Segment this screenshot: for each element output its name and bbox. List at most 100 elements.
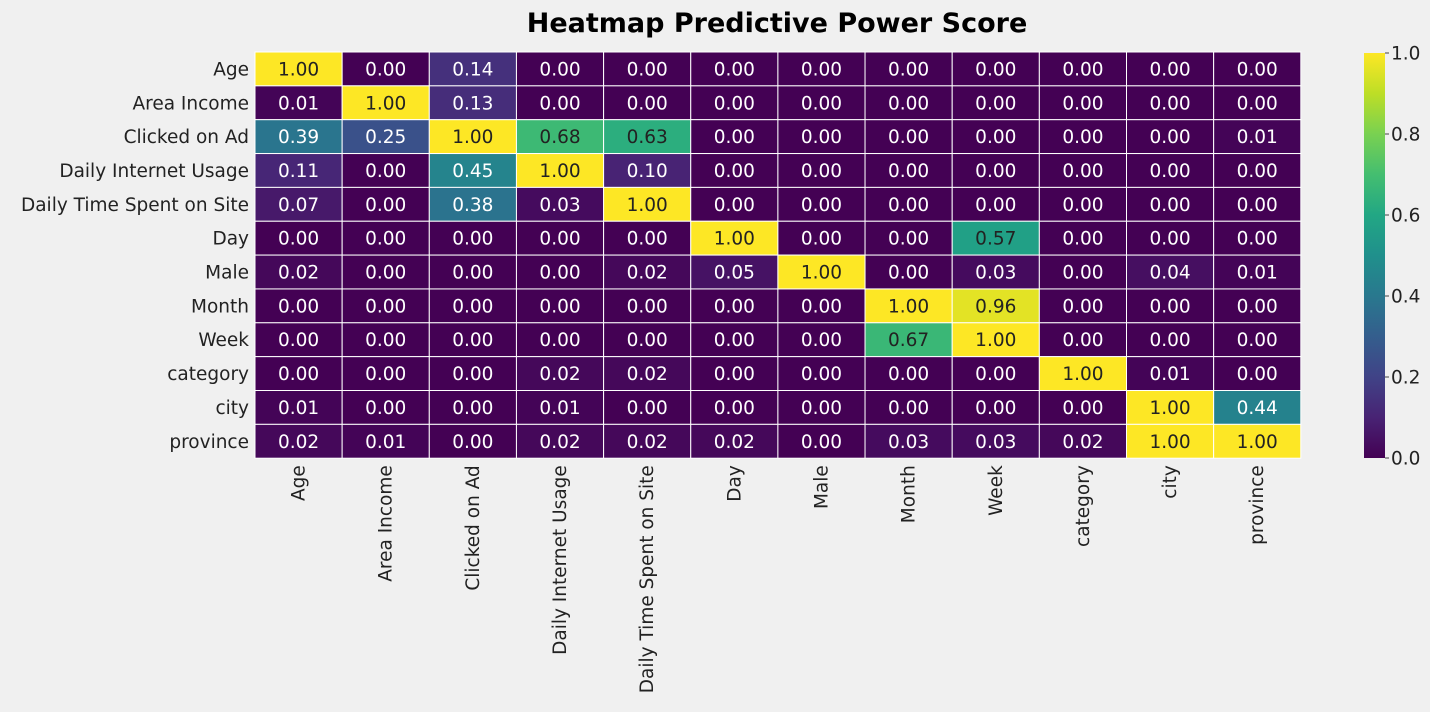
cell-value-label: 0.00: [801, 59, 842, 80]
cell-value-label: 0.00: [627, 229, 668, 250]
row-tick-label: city: [215, 398, 249, 419]
cell-value-label: 0.00: [801, 161, 842, 182]
cell-value-label: 0.02: [714, 432, 755, 453]
colorbar: 0.0 0.2 0.4 0.6 0.8 1.0: [1364, 44, 1420, 470]
heatmap-cell: [515, 254, 605, 290]
cell-value-label: 0.00: [1149, 59, 1190, 80]
heatmap-cell: [603, 85, 692, 121]
row-tick-label: province: [169, 432, 249, 453]
heatmap-cell: [341, 51, 430, 87]
heatmap-cell: [254, 220, 343, 256]
column-tick-label: category: [1073, 465, 1094, 547]
row-tick-label: Daily Internet Usage: [59, 161, 249, 182]
cell-value-label: 0.00: [1237, 296, 1278, 317]
column-labels: Age Area Income Clicked on Ad Daily Interne…: [289, 465, 1269, 693]
cell-value-label: 0.00: [539, 93, 580, 114]
cell-value-label: 0.00: [801, 229, 842, 250]
cell-value-label: 0.00: [888, 161, 929, 182]
cell-value-label: 0.00: [888, 364, 929, 385]
cell-value-label: 0.00: [278, 296, 319, 317]
cell-value-label: 0.00: [452, 229, 493, 250]
heatmap-cell: [515, 390, 605, 425]
cell-value-label: 0.00: [1149, 229, 1190, 250]
heatmap-cell: [864, 322, 953, 358]
row-tick-label: Week: [198, 330, 249, 351]
heatmap-cell: [1038, 220, 1127, 256]
row-tick-label: Age: [213, 59, 249, 80]
heatmap-cell: [603, 254, 692, 290]
heatmap-cell: [951, 220, 1040, 256]
heatmap-cell: [690, 186, 779, 222]
cell-value-label: 0.00: [452, 296, 493, 317]
cell-value-label: 0.68: [539, 127, 580, 148]
cell-value-label: 0.00: [1062, 330, 1103, 351]
cell-value-label: 0.00: [1237, 59, 1278, 80]
cell-value-label: 0.00: [714, 398, 755, 419]
cell-value-label: 0.00: [365, 59, 406, 80]
heatmap-cell: [1126, 153, 1215, 188]
heatmap-cell: [951, 322, 1040, 358]
cell-value-label: 0.00: [1237, 229, 1278, 250]
heatmap-cell: [777, 254, 866, 290]
cell-value-label: 0.02: [278, 432, 319, 453]
cell-value-label: 0.00: [801, 93, 842, 114]
cell-value-label: 0.25: [365, 127, 406, 148]
row-tick-label: Male: [205, 263, 249, 284]
heatmap-cell: [1213, 153, 1302, 188]
heatmap-cell: [603, 356, 692, 391]
heatmap-cell: [428, 119, 517, 155]
cell-value-label: 0.00: [627, 398, 668, 419]
heatmap-cell: [690, 322, 779, 358]
cell-value-label: 0.45: [452, 161, 493, 182]
cell-value-label: 0.44: [1237, 398, 1278, 419]
heatmap-cell: [951, 153, 1040, 188]
cell-value-label: 0.00: [801, 364, 842, 385]
heatmap-cell: [1038, 356, 1127, 391]
cell-value-label: 0.01: [365, 432, 406, 453]
cell-value-label: 0.00: [1237, 93, 1278, 114]
heatmap-cell: [777, 153, 866, 188]
cell-value-label: 0.01: [1237, 127, 1278, 148]
cell-value-label: 0.00: [1149, 127, 1190, 148]
cell-value-label: 1.00: [539, 161, 580, 182]
cell-value-label: 0.00: [627, 59, 668, 80]
column-tick-label: Male: [811, 465, 832, 509]
cell-value-label: 0.00: [1062, 263, 1103, 284]
cell-value-label: 0.04: [1149, 263, 1190, 284]
cell-value-label: 0.00: [801, 330, 842, 351]
cell-value-label: 0.00: [1062, 229, 1103, 250]
heatmap-cell: [428, 254, 517, 290]
heatmap-cell: [1126, 85, 1215, 121]
row-tick-label: category: [167, 364, 249, 385]
row-tick-label: Month: [191, 296, 249, 317]
cell-value-label: 0.00: [539, 296, 580, 317]
cell-value-label: 0.00: [452, 432, 493, 453]
cell-value-label: 0.02: [627, 364, 668, 385]
heatmap-cell: [341, 254, 430, 290]
heatmap-cell: [1126, 423, 1215, 459]
heatmap-cell: [341, 423, 430, 459]
heatmap-cell: [690, 390, 779, 425]
cell-value-label: 0.00: [1237, 161, 1278, 182]
heatmap-cell: [1038, 153, 1127, 188]
heatmap-cell: [515, 153, 605, 188]
cell-value-label: 0.00: [1237, 330, 1278, 351]
cell-value-label: 0.00: [1062, 195, 1103, 216]
cell-value-label: 0.02: [1062, 432, 1103, 453]
cell-value-label: 0.00: [627, 93, 668, 114]
column-tick-label: Month: [899, 465, 920, 523]
cell-value-label: 0.00: [278, 364, 319, 385]
heatmap-cell: [1213, 288, 1302, 324]
cell-value-label: 0.96: [975, 296, 1016, 317]
heatmap-cell: [603, 186, 692, 222]
cell-value-label: 0.00: [888, 195, 929, 216]
cell-value-label: 0.00: [1149, 330, 1190, 351]
heatmap-cell: [690, 220, 779, 256]
column-tick-label: Daily Time Spent on Site: [637, 465, 658, 693]
heatmap-cell: [428, 390, 517, 425]
heatmap-cell: [254, 288, 343, 324]
heatmap-cell: [341, 322, 430, 358]
heatmap-cell: [777, 356, 866, 391]
column-tick-label: Area Income: [376, 465, 397, 582]
